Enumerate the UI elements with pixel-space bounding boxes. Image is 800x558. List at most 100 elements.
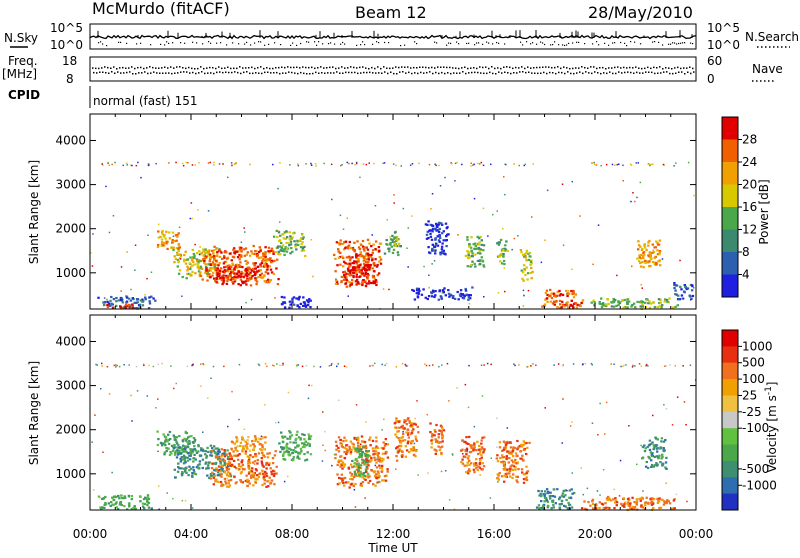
heatmap-cell <box>231 271 235 274</box>
freq-dot <box>287 66 289 68</box>
heatmap-cell <box>187 436 190 439</box>
heatmap-cell <box>252 472 255 475</box>
heatmap-cell <box>218 272 221 275</box>
heatmap-cell <box>350 448 353 451</box>
heatmap-cell <box>216 458 220 461</box>
heatmap-cell <box>117 494 120 498</box>
noise-cell <box>362 163 365 165</box>
heatmap-cell <box>378 464 381 467</box>
heatmap-cell <box>467 469 471 472</box>
noise-cell <box>227 176 229 179</box>
heatmap-cell <box>524 478 527 481</box>
noise-cell <box>631 366 634 368</box>
nsearch-dot <box>568 42 570 44</box>
heatmap-cell <box>673 498 676 501</box>
heatmap-cell <box>444 222 448 225</box>
heatmap-cell <box>429 223 432 226</box>
heatmap-cell <box>191 441 195 444</box>
heatmap-cell <box>186 452 190 455</box>
nave-dot <box>108 72 110 74</box>
freq-dot <box>413 66 415 69</box>
nave-dot <box>285 72 287 74</box>
heatmap-cell <box>242 468 245 471</box>
heatmap-cell <box>354 450 357 453</box>
heatmap-cell <box>508 441 512 444</box>
heatmap-cell <box>102 497 106 500</box>
heatmap-cell <box>459 289 463 292</box>
noise-cell <box>310 162 312 165</box>
heatmap-cell <box>606 506 609 509</box>
nsearch-dot <box>244 43 246 45</box>
freq-dot <box>95 67 97 70</box>
freq-dot <box>566 67 568 69</box>
freq-dot <box>425 66 427 69</box>
nave-dot <box>306 73 308 75</box>
heatmap-cell <box>238 258 241 261</box>
heatmap-cell <box>133 505 136 508</box>
heatmap-cell <box>643 243 646 246</box>
heatmap-cell <box>213 245 216 248</box>
nsearch-dot <box>692 43 694 45</box>
heatmap-cell <box>273 473 276 476</box>
heatmap-cell <box>641 305 644 308</box>
noise-cell <box>355 161 358 164</box>
heatmap-cell <box>217 275 220 278</box>
noise-cell <box>592 263 594 266</box>
heatmap-cell <box>296 444 299 447</box>
noise-cell <box>526 366 528 368</box>
noise-cell <box>584 362 587 365</box>
heatmap-cell <box>161 244 165 247</box>
heatmap-cell <box>261 437 264 440</box>
heatmap-cell <box>164 440 167 443</box>
nave-dot <box>429 71 431 73</box>
noise-cell <box>297 364 300 366</box>
noise-cell <box>487 235 489 237</box>
heatmap-cell <box>563 504 566 507</box>
noise-cell <box>416 400 418 402</box>
heatmap-cell <box>235 272 239 275</box>
heatmap-cell <box>648 255 651 258</box>
heatmap-cell <box>598 506 601 509</box>
heatmap-cell <box>395 239 398 243</box>
noise-cell <box>629 163 632 165</box>
heatmap-cell <box>361 267 364 270</box>
heatmap-cell <box>99 506 102 509</box>
heatmap-cell <box>643 259 647 262</box>
heatmap-cell <box>410 449 413 452</box>
heatmap-cell <box>538 494 541 497</box>
heatmap-cell <box>296 455 300 458</box>
power-heatmap <box>90 161 695 310</box>
heatmap-cell <box>464 441 467 444</box>
colorbar-tick-label: 8 <box>742 245 750 259</box>
heatmap-cell <box>604 506 607 509</box>
heatmap-cell <box>661 498 664 501</box>
heatmap-cell <box>232 248 235 251</box>
noise-cell <box>679 285 681 288</box>
heatmap-cell <box>358 453 362 456</box>
heatmap-cell <box>264 264 267 267</box>
heatmap-cell <box>211 261 215 264</box>
heatmap-cell <box>427 295 431 298</box>
heatmap-cell <box>379 258 383 261</box>
heatmap-cell <box>188 469 191 472</box>
noise-cell <box>231 390 233 393</box>
heatmap-cell <box>257 437 261 440</box>
heatmap-cell <box>637 248 640 251</box>
heatmap-cell <box>430 446 433 449</box>
heatmap-cell <box>300 442 304 445</box>
heatmap-cell <box>651 441 654 444</box>
noise-cell <box>631 265 633 267</box>
nsearch-dot <box>522 44 524 46</box>
noise-cell <box>134 244 137 246</box>
heatmap-cell <box>370 469 373 472</box>
heatmap-cell <box>167 447 170 451</box>
freq-dot <box>125 67 127 69</box>
heatmap-cell <box>410 431 413 435</box>
heatmap-cell <box>549 288 552 291</box>
heatmap-cell <box>127 303 131 307</box>
heatmap-cell <box>506 450 509 453</box>
heatmap-cell <box>515 454 518 458</box>
heatmap-cell <box>141 502 145 505</box>
heatmap-cell <box>176 251 179 254</box>
noise-cell <box>218 163 221 165</box>
